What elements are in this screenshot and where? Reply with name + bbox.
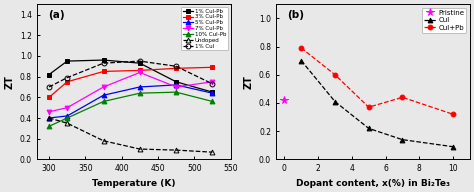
7% CuI-Pb — [64, 107, 70, 109]
1% CuI — [210, 83, 215, 85]
Undoped — [100, 140, 106, 142]
Undoped — [173, 149, 179, 151]
Y-axis label: ZT: ZT — [244, 75, 254, 89]
CuI+Pb — [400, 96, 405, 98]
7% CuI-Pb — [100, 86, 106, 88]
Line: 10% CuI-Pb: 10% CuI-Pb — [46, 90, 215, 129]
7% CuI-Pb — [210, 81, 215, 83]
3% CuI-Pb — [46, 96, 52, 98]
Line: 3% CuI-Pb: 3% CuI-Pb — [46, 65, 215, 100]
5% CuI-Pb — [173, 84, 179, 86]
Line: Undoped: Undoped — [46, 116, 215, 155]
10% CuI-Pb — [64, 117, 70, 119]
Line: CuI+Pb: CuI+Pb — [299, 46, 456, 117]
1% CuI-Pb — [46, 73, 52, 76]
Undoped — [46, 117, 52, 119]
10% CuI-Pb — [173, 91, 179, 93]
Line: CuI: CuI — [299, 58, 456, 149]
Y-axis label: ZT: ZT — [4, 75, 14, 89]
1% CuI-Pb — [137, 62, 143, 64]
1% CuI — [46, 86, 52, 88]
3% CuI-Pb — [137, 69, 143, 72]
10% CuI-Pb — [46, 125, 52, 127]
Undoped — [210, 151, 215, 153]
7% CuI-Pb — [46, 111, 52, 113]
CuI+Pb — [366, 106, 372, 108]
1% CuI — [137, 60, 143, 62]
Legend: Pristine, CuI, CuI+Pb: Pristine, CuI, CuI+Pb — [421, 8, 466, 33]
1% CuI — [64, 76, 70, 79]
1% CuI-Pb — [100, 59, 106, 61]
CuI+Pb — [299, 47, 304, 49]
Line: 7% CuI-Pb: 7% CuI-Pb — [46, 70, 215, 114]
CuI — [332, 100, 338, 103]
3% CuI-Pb — [173, 67, 179, 70]
7% CuI-Pb — [137, 71, 143, 74]
1% CuI — [100, 62, 106, 64]
5% CuI-Pb — [64, 115, 70, 117]
Line: 1% CuI-Pb: 1% CuI-Pb — [46, 58, 215, 95]
7% CuI-Pb — [173, 86, 179, 88]
5% CuI-Pb — [100, 94, 106, 96]
CuI — [299, 60, 304, 62]
1% CuI-Pb — [210, 91, 215, 93]
Text: (b): (b) — [288, 10, 305, 20]
3% CuI-Pb — [100, 70, 106, 73]
CuI — [450, 146, 456, 148]
Line: 5% CuI-Pb: 5% CuI-Pb — [46, 83, 215, 120]
Undoped — [64, 122, 70, 124]
1% CuI-Pb — [64, 60, 70, 62]
5% CuI-Pb — [137, 86, 143, 88]
10% CuI-Pb — [210, 100, 215, 103]
10% CuI-Pb — [100, 100, 106, 103]
3% CuI-Pb — [64, 81, 70, 83]
Legend: 1% CuI-Pb, 3% CuI-Pb, 5% CuI-Pb, 7% CuI-Pb, 10% CuI-Pb, Undoped, 1% CuI: 1% CuI-Pb, 3% CuI-Pb, 5% CuI-Pb, 7% CuI-… — [181, 7, 228, 50]
Text: (a): (a) — [48, 10, 65, 20]
3% CuI-Pb — [210, 66, 215, 69]
1% CuI — [173, 65, 179, 67]
X-axis label: Dopant content, x(%) in Bi₂Te₃: Dopant content, x(%) in Bi₂Te₃ — [296, 179, 450, 188]
5% CuI-Pb — [46, 117, 52, 119]
CuI — [366, 127, 372, 130]
10% CuI-Pb — [137, 92, 143, 94]
CuI+Pb — [450, 113, 456, 115]
Line: 1% CuI: 1% CuI — [46, 59, 215, 89]
CuI — [400, 138, 405, 141]
X-axis label: Temperature (K): Temperature (K) — [92, 179, 175, 188]
Undoped — [137, 148, 143, 150]
CuI+Pb — [332, 74, 338, 76]
5% CuI-Pb — [210, 92, 215, 94]
1% CuI-Pb — [173, 81, 179, 83]
